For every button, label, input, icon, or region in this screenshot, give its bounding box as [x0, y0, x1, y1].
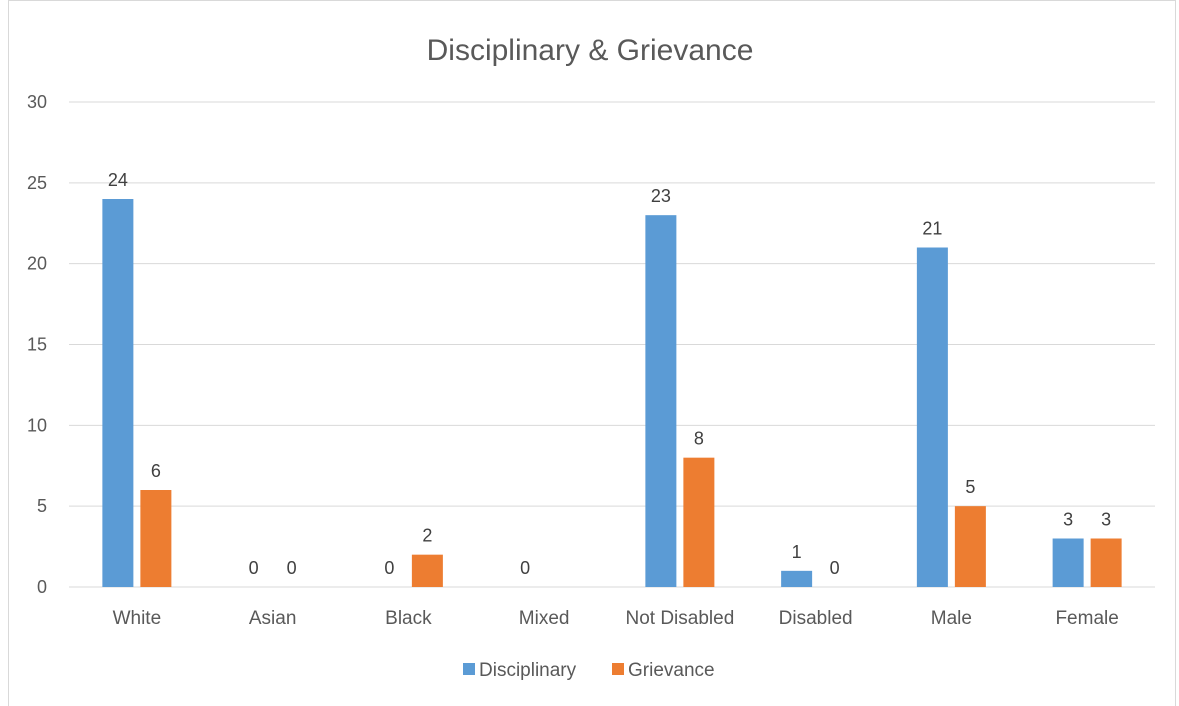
bar-disciplinary-5	[781, 570, 813, 587]
y-tick-label: 0	[37, 577, 47, 597]
bar-grievance-0	[140, 490, 172, 587]
data-label: 1	[792, 542, 802, 562]
data-label: 8	[694, 429, 704, 449]
data-label: 0	[830, 558, 840, 578]
data-label: 24	[108, 170, 128, 190]
x-category-label: Disabled	[779, 608, 853, 629]
chart-title: Disciplinary & Grievance	[427, 34, 754, 67]
legend-label-disciplinary: Disciplinary	[479, 660, 577, 681]
y-tick-label: 5	[37, 496, 47, 516]
legend-label-grievance: Grievance	[628, 660, 715, 681]
data-label: 5	[965, 477, 975, 497]
bars	[102, 199, 1122, 587]
y-tick-label: 20	[27, 254, 47, 274]
y-tick-label: 25	[27, 173, 47, 193]
chart-frame	[8, 0, 1176, 706]
x-category-label: Not Disabled	[625, 608, 734, 629]
data-labels: 24 6 0 0 0 2 0 23 8 1 0 21 5 3 3	[108, 170, 1111, 578]
data-label: 0	[520, 558, 530, 578]
bar-grievance-2	[411, 554, 443, 587]
bar-disciplinary-4	[645, 215, 677, 587]
data-label: 6	[151, 461, 161, 481]
bar-grievance-6	[954, 506, 986, 587]
data-label: 23	[651, 186, 671, 206]
x-axis-categories: White Asian Black Mixed Not Disabled Disabled…	[113, 608, 1119, 629]
bar-disciplinary-7	[1052, 538, 1084, 587]
y-axis-ticks: 0 5 10 15 20 25 30	[27, 92, 47, 597]
bar-disciplinary-6	[916, 247, 948, 587]
y-tick-label: 10	[27, 415, 47, 435]
data-label: 2	[422, 526, 432, 546]
bar-disciplinary-0	[102, 199, 134, 587]
gridlines	[69, 101, 1155, 588]
data-label: 3	[1101, 510, 1111, 530]
legend-swatch-grievance	[612, 663, 624, 675]
bar-grievance-7	[1090, 538, 1122, 587]
x-category-label: Female	[1055, 608, 1118, 629]
data-label: 0	[249, 558, 259, 578]
data-label: 0	[384, 558, 394, 578]
data-label: 0	[287, 558, 297, 578]
x-category-label: Asian	[249, 608, 297, 629]
bar-grievance-4	[683, 457, 715, 587]
x-category-label: Male	[931, 608, 972, 629]
data-label: 3	[1063, 510, 1073, 530]
x-category-label: Black	[385, 608, 432, 629]
x-category-label: Mixed	[519, 608, 570, 629]
y-tick-label: 30	[27, 92, 47, 112]
legend-swatch-disciplinary	[463, 663, 475, 675]
x-category-label: White	[113, 608, 162, 629]
data-label: 21	[922, 219, 942, 239]
legend: Disciplinary Grievance	[463, 660, 715, 681]
y-tick-label: 15	[27, 335, 47, 355]
